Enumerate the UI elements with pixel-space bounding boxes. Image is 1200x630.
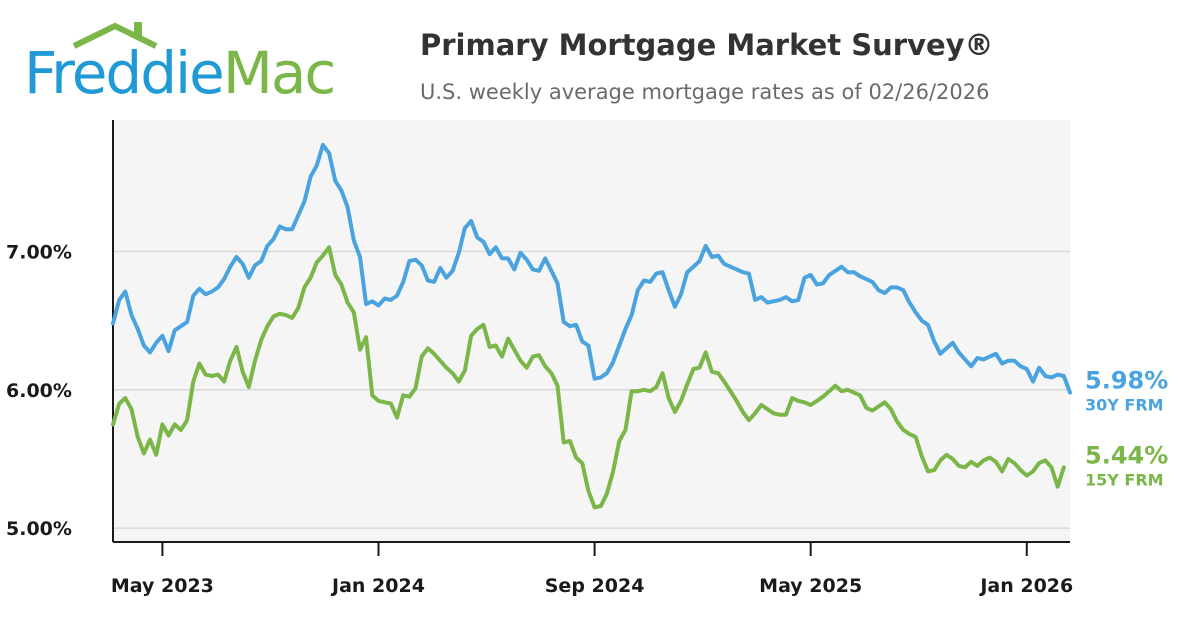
house-roof-icon: [72, 22, 158, 49]
chart-subtitle: U.S. weekly average mortgage rates as of…: [420, 80, 990, 104]
gridlines: [113, 250, 1070, 529]
y-tick-label: 7.00%: [6, 241, 72, 263]
plot-area: [113, 120, 1070, 542]
x-axis: May 2023 Jan 2024 Sep 2024 May 2025 Jan 2026: [111, 120, 1073, 597]
x-tick-label: Jan 2024: [330, 575, 425, 597]
logo-part-mac: Mac: [222, 39, 336, 107]
end-value-label: 5.98%: [1085, 367, 1168, 395]
x-tick-label: Sep 2024: [545, 575, 645, 597]
series-name-label: 15Y FRM: [1085, 470, 1164, 489]
freddie-mac-logo: FreddieMac: [22, 14, 382, 114]
y-tick-label: 5.00%: [6, 518, 72, 540]
x-tick-label: May 2023: [111, 575, 214, 597]
logo-wordmark: FreddieMac: [24, 44, 336, 102]
logo-part-freddie: Freddie: [24, 39, 225, 107]
y-tick-label: 6.00%: [6, 380, 72, 402]
series-name-label: 30Y FRM: [1085, 396, 1164, 415]
chart-title: Primary Mortgage Market Survey®: [420, 28, 994, 62]
end-value-label: 5.44%: [1085, 441, 1168, 469]
end-labels: 5.98%30Y FRM 5.44%15Y FRM: [1085, 367, 1168, 490]
series-line-30y-frm: [111, 142, 1072, 395]
y-axis-ticks: 5.00% 6.00% 7.00%: [6, 241, 72, 540]
x-tick-label: May 2025: [759, 575, 862, 597]
series-line-15y-frm: [111, 245, 1066, 510]
series-lines: [111, 142, 1072, 510]
x-tick-label: Jan 2026: [978, 575, 1073, 597]
